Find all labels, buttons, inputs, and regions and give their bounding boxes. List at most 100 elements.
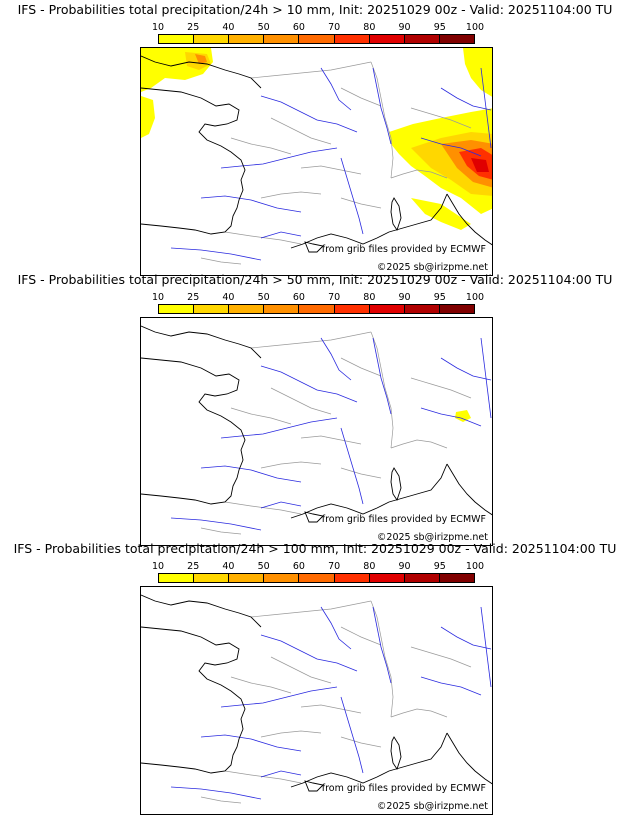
admin-border [370, 331, 394, 449]
colorbar [158, 573, 475, 583]
admin-border [250, 331, 372, 349]
river [170, 786, 262, 800]
colorbar-tick-label: 100 [465, 22, 485, 33]
colorbar-tick-label: 10 [151, 22, 165, 33]
colorbar-tick-label: 25 [187, 22, 200, 33]
copyright-credit: ©2025 sb@irizpme.net [376, 801, 488, 812]
river [440, 357, 492, 381]
admin-border [250, 600, 372, 618]
colorbar-segment [334, 574, 370, 582]
colorbar-tick-label: 60 [292, 561, 305, 572]
copyright-credit: ©2025 sb@irizpme.net [376, 532, 488, 543]
admin-border [300, 165, 362, 175]
coastline [141, 87, 246, 235]
admin-border [230, 676, 292, 694]
admin-border [200, 257, 242, 265]
river [220, 686, 338, 708]
panel-title: IFS - Probabilities total precipitation/… [13, 541, 617, 556]
colorbar-segment [229, 574, 265, 582]
admin-border [390, 439, 448, 449]
colorbar-segment [194, 305, 230, 313]
colorbar-tick-label: 10 [151, 292, 165, 303]
colorbar-segment [299, 574, 335, 582]
admin-border [230, 407, 292, 425]
colorbar-segment [229, 35, 265, 43]
panel-title: IFS - Probabilities total precipitation/… [17, 2, 613, 17]
river [260, 95, 358, 133]
river [440, 626, 492, 650]
admin-border [270, 387, 332, 415]
river [420, 676, 482, 696]
river [260, 770, 302, 778]
river [420, 407, 482, 427]
colorbar-segment [194, 574, 230, 582]
admin-border [300, 704, 362, 714]
colorbar-ticks: 10 25 40 50 60 70 80 90 95 100 [152, 561, 484, 573]
colorbar [158, 34, 475, 44]
river [480, 67, 492, 149]
river [480, 606, 492, 688]
colorbar-tick-label: 80 [363, 22, 376, 33]
map-svg [141, 594, 492, 804]
admin-border [390, 169, 448, 179]
colorbar-segment [159, 574, 195, 582]
river [480, 337, 492, 419]
colorbar-tick-label: 100 [465, 292, 485, 303]
colorbar-segment [229, 305, 265, 313]
colorbar-segment [439, 305, 474, 313]
coastline [390, 736, 402, 771]
river [170, 247, 262, 261]
colorbar-ticks: 10 25 40 50 60 70 80 90 95 100 [152, 292, 484, 304]
colorbar-segment [264, 35, 300, 43]
colorbar-segment [299, 35, 335, 43]
colorbar-tick-label: 90 [398, 292, 411, 303]
map-10mm: from grib files provided by ECMWF ©2025 … [140, 47, 493, 276]
precip-probability-area [455, 410, 471, 422]
admin-border [340, 626, 382, 646]
precip-probability-area [471, 158, 489, 172]
coastline [304, 780, 324, 792]
admin-border [200, 527, 242, 535]
source-credit: from grib files provided by ECMWF [321, 783, 486, 794]
river [340, 696, 364, 774]
colorbar-tick-label: 80 [363, 292, 376, 303]
river [420, 137, 482, 157]
river [260, 501, 302, 509]
coastline [141, 357, 246, 505]
colorbar-segment [404, 35, 440, 43]
coastline [446, 193, 492, 246]
colorbar-tick-label: 60 [292, 22, 305, 33]
admin-border [260, 461, 322, 469]
river [320, 606, 352, 650]
colorbar-tick-label: 95 [433, 22, 446, 33]
river [372, 606, 392, 684]
colorbar-tick-label: 25 [187, 561, 200, 572]
river [200, 195, 302, 213]
river [320, 67, 352, 111]
coastline [141, 55, 262, 89]
colorbar-tick-label: 50 [257, 292, 270, 303]
copyright-credit: ©2025 sb@irizpme.net [376, 262, 488, 273]
colorbar-segment [439, 35, 474, 43]
river [320, 337, 352, 381]
colorbar-tick-label: 90 [398, 561, 411, 572]
coastline [304, 511, 324, 523]
map-50mm: from grib files provided by ECMWF ©2025 … [140, 317, 493, 546]
river [372, 67, 392, 145]
admin-border [250, 61, 372, 79]
colorbar-segment [369, 35, 405, 43]
admin-border [224, 231, 302, 245]
river [260, 231, 302, 239]
colorbar-tick-label: 50 [257, 22, 270, 33]
admin-border [410, 377, 472, 399]
colorbar-tick-label: 90 [398, 22, 411, 33]
colorbar-tick-label: 40 [222, 561, 235, 572]
precip-probability-area [141, 96, 155, 138]
precip-probability-area [411, 198, 471, 230]
admin-border [224, 770, 302, 784]
admin-border [370, 600, 394, 718]
map-svg [141, 325, 492, 535]
river [340, 427, 364, 505]
admin-border [340, 197, 382, 209]
river [260, 365, 358, 403]
